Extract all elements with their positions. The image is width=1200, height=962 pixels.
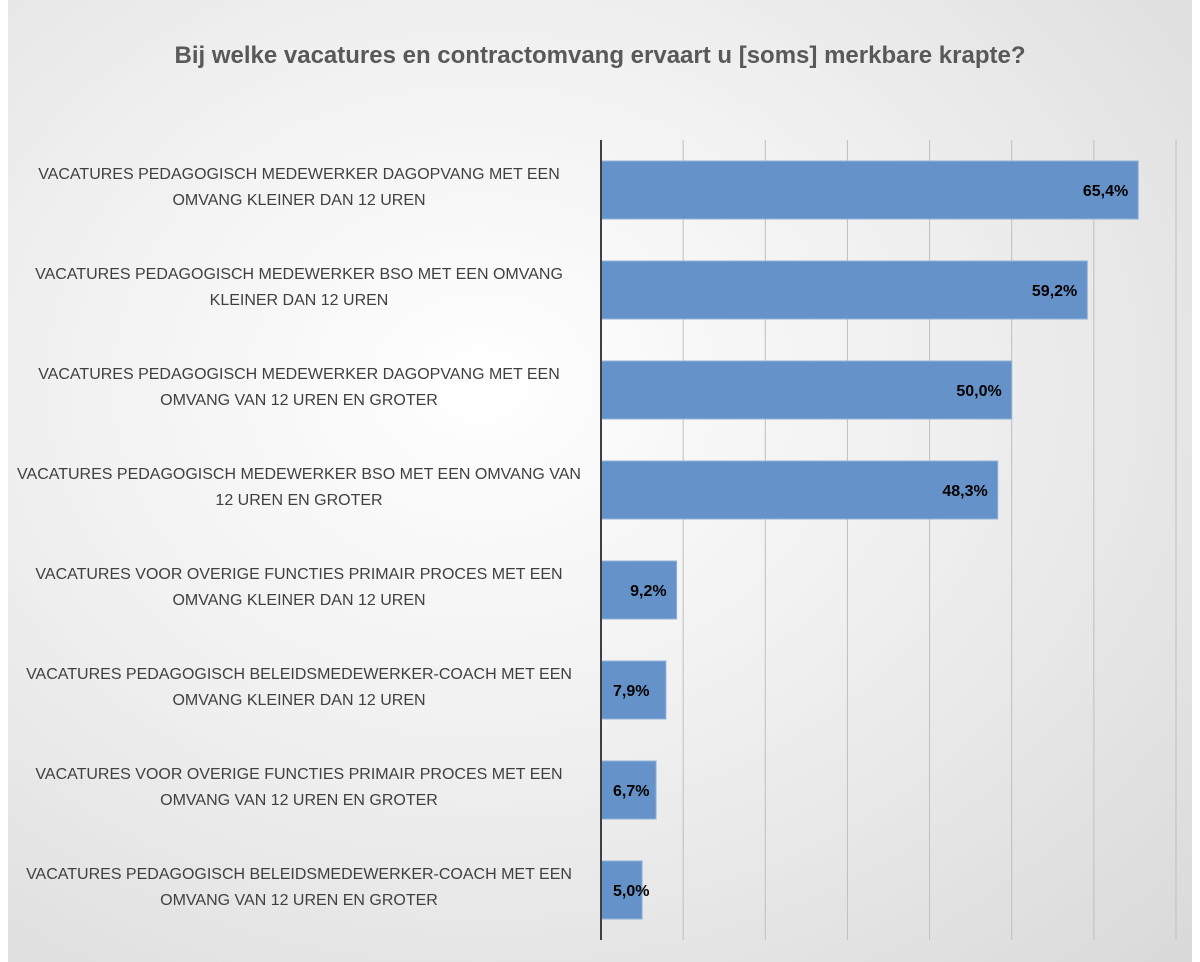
data-label: 59,2% (1032, 283, 1077, 300)
category-label: VACATURES PEDAGOGISCH MEDEWERKER BSO MET… (17, 466, 581, 509)
bar (600, 760, 657, 820)
category-label: VACATURES PEDAGOGISCH MEDEWERKER BSO MET… (35, 266, 563, 309)
data-label: 5,0% (613, 883, 649, 900)
category-label: VACATURES PEDAGOGISCH BELEIDSMEDEWERKER-… (26, 866, 572, 909)
bar (600, 860, 643, 920)
data-label: 7,9% (613, 683, 649, 700)
bar (600, 360, 1013, 420)
bar (600, 460, 999, 520)
chart-title: Bij welke vacatures en contractomvang er… (174, 42, 1026, 69)
data-label: 65,4% (1083, 183, 1128, 200)
category-label: VACATURES VOOR OVERIGE FUNCTIES PRIMAIR … (35, 766, 563, 809)
bar (600, 560, 678, 620)
data-label: 50,0% (956, 383, 1001, 400)
category-label: VACATURES PEDAGOGISCH BELEIDSMEDEWERKER-… (26, 666, 572, 709)
data-label: 48,3% (942, 483, 987, 500)
bar (600, 160, 1139, 220)
category-label: VACATURES PEDAGOGISCH MEDEWERKER DAGOPVA… (38, 366, 560, 409)
category-label: VACATURES VOOR OVERIGE FUNCTIES PRIMAIR … (35, 566, 563, 609)
category-label: VACATURES PEDAGOGISCH MEDEWERKER DAGOPVA… (38, 166, 560, 209)
bar (600, 660, 667, 720)
data-label: 6,7% (613, 783, 649, 800)
data-label: 9,2% (630, 583, 666, 600)
bar (600, 260, 1088, 320)
